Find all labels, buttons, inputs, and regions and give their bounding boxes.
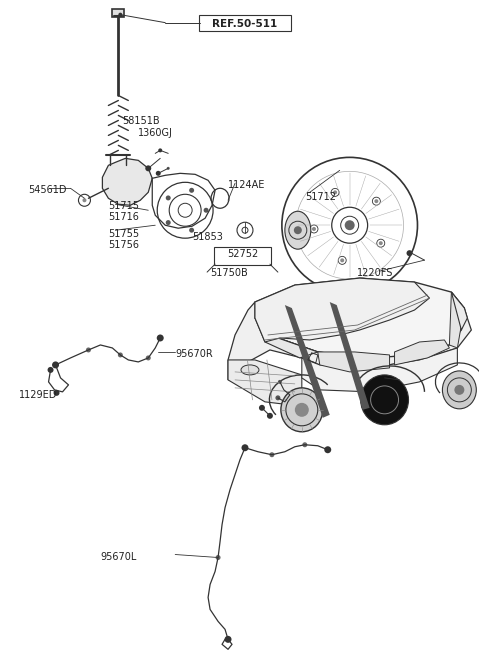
Text: 95670L: 95670L	[100, 552, 137, 561]
Circle shape	[54, 390, 60, 396]
Polygon shape	[451, 292, 468, 330]
Text: 58151B: 58151B	[122, 117, 160, 126]
Polygon shape	[255, 278, 430, 342]
Ellipse shape	[443, 371, 476, 409]
Text: 51715: 51715	[108, 201, 139, 212]
Circle shape	[156, 171, 161, 176]
Circle shape	[158, 149, 162, 153]
Circle shape	[269, 452, 275, 457]
Circle shape	[189, 228, 194, 233]
Text: 51756: 51756	[108, 240, 139, 250]
Circle shape	[167, 167, 170, 170]
Circle shape	[241, 444, 249, 451]
Circle shape	[52, 362, 59, 368]
Text: 51750B: 51750B	[210, 268, 248, 278]
Circle shape	[166, 195, 171, 200]
Circle shape	[259, 405, 265, 411]
Polygon shape	[285, 305, 330, 418]
Circle shape	[86, 347, 91, 352]
Text: 54561D: 54561D	[29, 185, 67, 195]
Text: 1129ED: 1129ED	[19, 390, 57, 400]
Circle shape	[267, 413, 273, 419]
Circle shape	[324, 446, 331, 453]
Circle shape	[225, 636, 231, 643]
Circle shape	[295, 403, 309, 417]
Polygon shape	[255, 318, 318, 358]
Circle shape	[379, 241, 383, 245]
Text: REF.50-511: REF.50-511	[212, 18, 277, 29]
Polygon shape	[302, 348, 457, 392]
Circle shape	[118, 352, 123, 358]
Circle shape	[83, 198, 86, 202]
Polygon shape	[318, 352, 390, 372]
Circle shape	[312, 227, 316, 231]
Text: 51853: 51853	[192, 233, 223, 242]
Text: 1220FS: 1220FS	[357, 268, 393, 278]
Circle shape	[157, 335, 164, 341]
Circle shape	[345, 220, 355, 230]
Circle shape	[48, 367, 54, 373]
Circle shape	[166, 220, 171, 225]
Circle shape	[340, 258, 344, 263]
Circle shape	[276, 396, 280, 400]
Circle shape	[189, 188, 194, 193]
Circle shape	[294, 226, 302, 234]
Text: 1360GJ: 1360GJ	[138, 128, 173, 138]
Ellipse shape	[285, 212, 311, 249]
Polygon shape	[228, 302, 471, 380]
Polygon shape	[395, 340, 449, 365]
Circle shape	[302, 442, 307, 447]
Text: 51755: 51755	[108, 229, 140, 239]
FancyBboxPatch shape	[199, 14, 291, 31]
Circle shape	[216, 555, 220, 560]
Polygon shape	[449, 292, 464, 348]
Circle shape	[374, 199, 378, 203]
Text: 1124AE: 1124AE	[228, 180, 265, 191]
Circle shape	[407, 250, 412, 256]
Text: 95670R: 95670R	[175, 349, 213, 359]
Ellipse shape	[241, 365, 259, 375]
Ellipse shape	[281, 388, 323, 432]
Circle shape	[119, 12, 122, 16]
Ellipse shape	[360, 375, 408, 425]
FancyBboxPatch shape	[214, 247, 271, 265]
Text: 51716: 51716	[108, 212, 139, 222]
Circle shape	[455, 385, 464, 395]
Text: 52752: 52752	[228, 249, 259, 259]
Text: 51712: 51712	[305, 193, 336, 202]
Polygon shape	[330, 302, 370, 410]
Polygon shape	[228, 360, 302, 405]
Circle shape	[204, 208, 209, 213]
Circle shape	[146, 356, 151, 360]
Polygon shape	[102, 159, 152, 205]
Polygon shape	[255, 278, 464, 358]
FancyBboxPatch shape	[112, 9, 124, 16]
Circle shape	[145, 165, 151, 172]
Circle shape	[278, 380, 282, 384]
Circle shape	[333, 191, 337, 195]
